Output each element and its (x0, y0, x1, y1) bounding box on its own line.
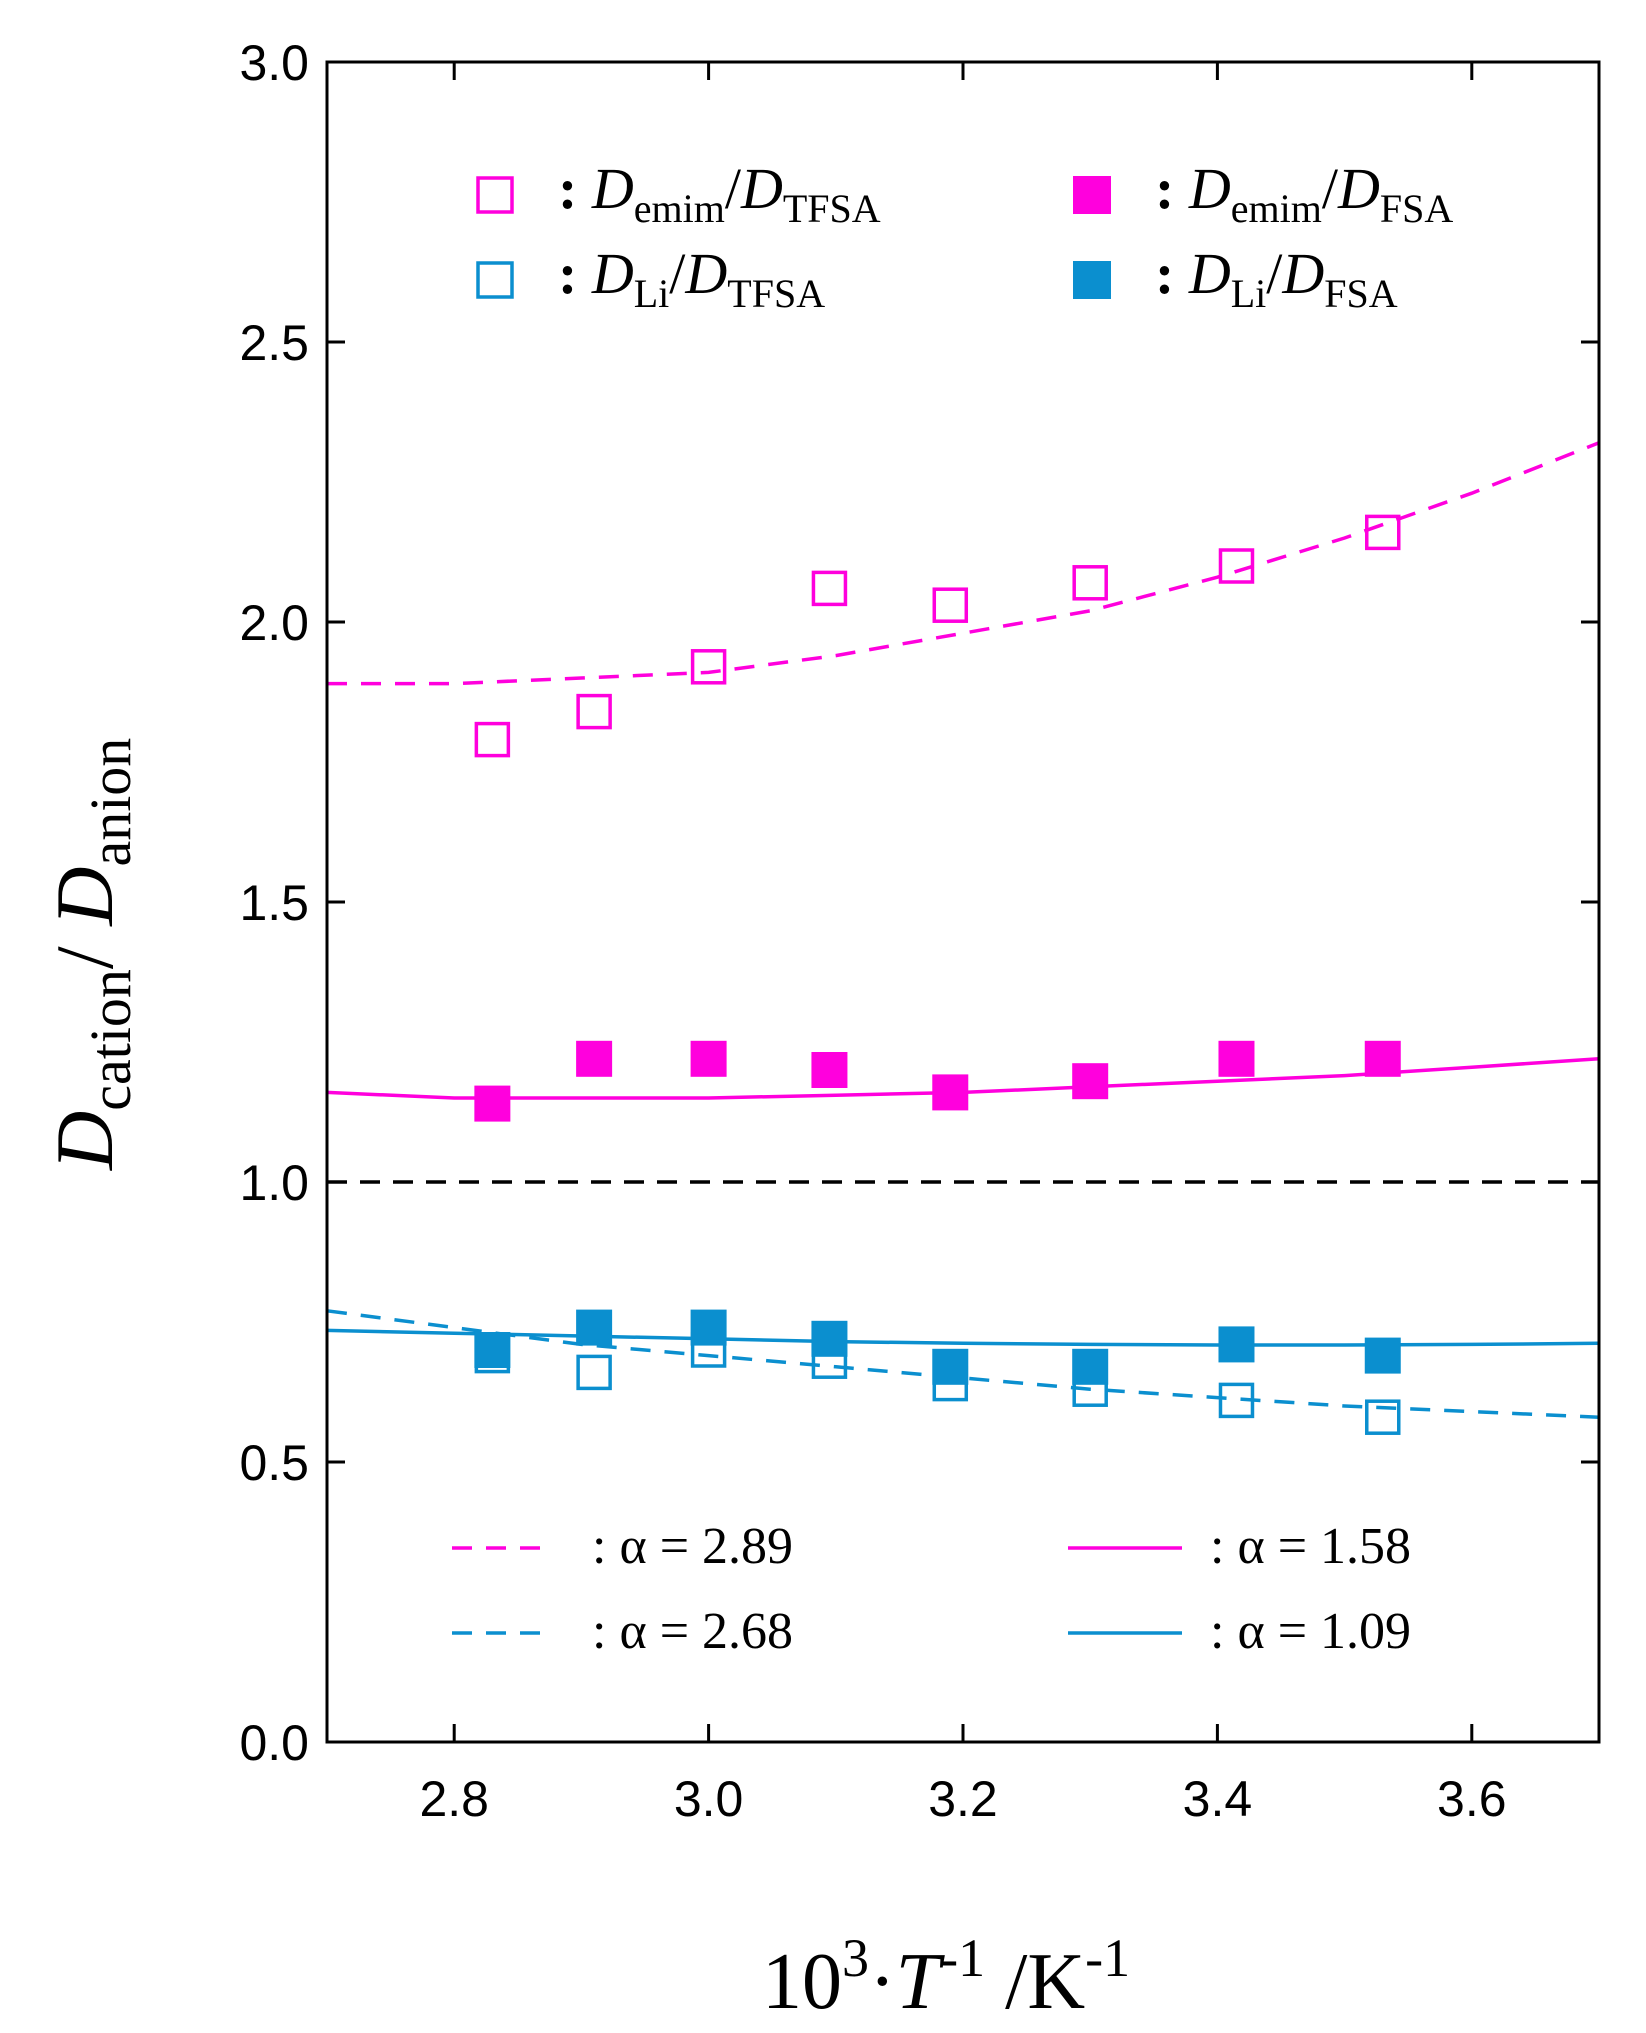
data-point-open (1365, 1399, 1401, 1435)
plot-frame (325, 60, 1601, 1744)
data-point-open (690, 649, 727, 685)
legend-label-emim-fsa: : Demim/DFSA (1155, 156, 1453, 231)
x-tick-label: 3.4 (1183, 1771, 1253, 1827)
data-point-open (576, 693, 612, 730)
marks-layer (474, 514, 1401, 1435)
data-point-open (1218, 1382, 1255, 1419)
y-tick-label: 3.0 (239, 35, 309, 91)
data-point-filled (576, 1309, 613, 1346)
x-axis-title-sup3: -1 (1085, 1928, 1130, 1988)
x-axis-title-unit: /K (985, 1938, 1085, 2026)
x-axis-title-dot: · (869, 1938, 896, 2026)
data-point-filled (1364, 1040, 1401, 1077)
data-point-open (1072, 565, 1108, 601)
legend-entry-li-tfsa: : DLi/DTFSA (476, 241, 825, 316)
y-axis-title-slash: / (39, 926, 130, 969)
x-axis-title-var: T (896, 1938, 946, 2026)
fit-legend-entry-2-89: : α = 2.89 (452, 1518, 793, 1575)
data-point-filled (1364, 1337, 1401, 1374)
x-tick-label: 3.6 (1437, 1771, 1507, 1827)
data-point-filled (932, 1348, 969, 1385)
y-axis-title-sub1: cation (78, 969, 143, 1111)
fit-legend-label-2-68: : α = 2.68 (592, 1603, 793, 1660)
data-point-filled (1072, 1348, 1109, 1385)
data-point-open (1218, 548, 1255, 584)
legend-marker-li-fsa (1073, 261, 1111, 299)
data-point-filled (474, 1085, 511, 1122)
y-axis-title-sub2: anion (78, 738, 143, 867)
data-point-open (1365, 514, 1401, 551)
data-point-open (474, 721, 511, 758)
y-axis-title-var1: D (39, 1111, 130, 1171)
series-3 (474, 1309, 1401, 1385)
data-point-open (932, 587, 969, 623)
fit-legend-label-1-58: : α = 1.58 (1210, 1518, 1411, 1575)
legend-entry-emim-fsa: : Demim/DFSA (1073, 156, 1453, 231)
y-tick-label: 2.0 (239, 595, 309, 651)
fit-legend: : α = 2.89 : α = 2.68 : α = 1.58 : α = 1… (452, 1518, 1411, 1660)
x-axis-title: 103·T-1 /K-1 (762, 1928, 1130, 2026)
legend-marker-emim-fsa (1073, 176, 1111, 214)
x-axis-title-sup1: 3 (842, 1928, 869, 1988)
data-point-filled (811, 1052, 848, 1088)
legend-marker-emim-tfsa (476, 176, 514, 214)
fit-legend-entry-1-09: : α = 1.09 (1068, 1603, 1411, 1660)
x-tick-label: 3.0 (674, 1771, 744, 1827)
data-point-filled (474, 1332, 511, 1368)
y-tick-label: 0.0 (239, 1715, 309, 1771)
fit-legend-entry-2-68: : α = 2.68 (452, 1603, 793, 1660)
data-point-filled (690, 1040, 727, 1077)
x-axis-title-sup2: -1 (940, 1928, 985, 1988)
legend-entry-emim-tfsa: : Demim/DTFSA (476, 156, 881, 231)
data-point-filled (576, 1040, 613, 1077)
series-1 (474, 1040, 1401, 1122)
y-tick-label: 1.5 (239, 875, 309, 931)
ticks-layer: 2.8 3.0 3.2 3.4 3.6 0.0 0.5 1.0 1.5 2.0 2.5 3.0 (239, 35, 1599, 1827)
fit-legend-label-1-09: : α = 1.09 (1210, 1603, 1411, 1660)
y-axis-title: Dcation/ Danion (39, 738, 143, 1171)
legend-entry-li-fsa: : DLi/DFSA (1073, 241, 1398, 316)
legend-label-li-tfsa: : DLi/DTFSA (558, 241, 825, 316)
marker-legend: : Demim/DTFSA : DLi/DTFSA : Demim/DFSA :… (476, 156, 1453, 316)
legend-label-emim-tfsa: : Demim/DTFSA (558, 156, 881, 231)
data-point-open (811, 570, 848, 607)
x-tick-label: 2.8 (419, 1771, 489, 1827)
fit-line-0 (327, 441, 1600, 686)
data-point-filled (811, 1320, 848, 1357)
legend-marker-li-tfsa (476, 261, 514, 299)
data-point-filled (690, 1309, 727, 1346)
y-tick-label: 2.5 (239, 315, 309, 371)
fit-legend-entry-1-58: : α = 1.58 (1068, 1518, 1411, 1575)
data-point-filled (1218, 1040, 1255, 1077)
data-point-filled (1218, 1326, 1255, 1363)
y-tick-label: 0.5 (239, 1435, 309, 1491)
y-tick-label: 1.0 (239, 1155, 309, 1211)
y-axis-title-var2: D (39, 867, 130, 927)
legend-label-li-fsa: : DLi/DFSA (1155, 241, 1398, 316)
fit-legend-label-2-89: : α = 2.89 (592, 1518, 793, 1575)
x-axis-title-base: 10 (762, 1938, 842, 2026)
data-point-filled (1072, 1063, 1109, 1100)
fit-line-2 (326, 1309, 1600, 1419)
data-point-filled (932, 1074, 969, 1111)
data-point-open (576, 1354, 612, 1391)
series-0 (474, 514, 1401, 758)
x-tick-label: 3.2 (928, 1771, 998, 1827)
